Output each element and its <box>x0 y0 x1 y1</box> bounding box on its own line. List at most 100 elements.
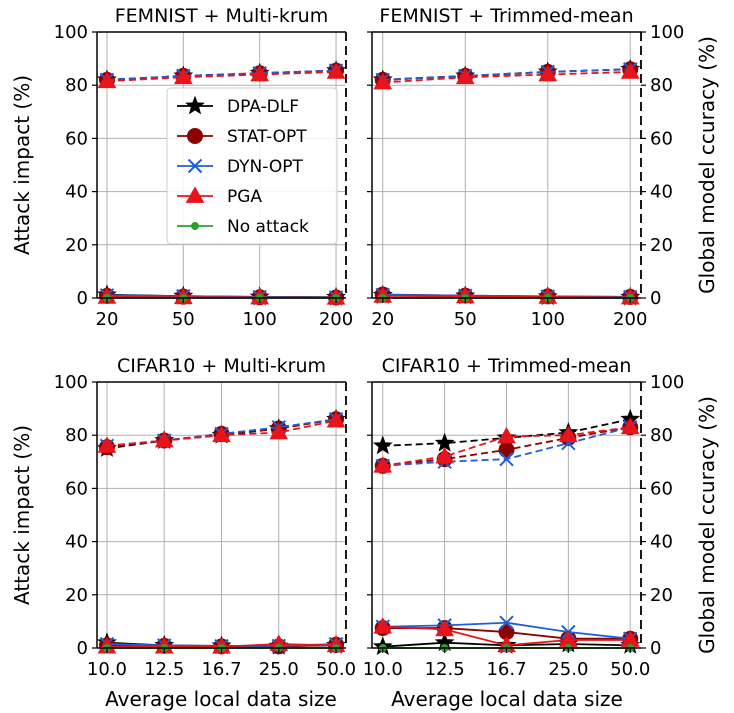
legend-item-stat-opt: STAT-OPT <box>177 127 307 147</box>
panel-cifar10-trimmed-mean: CIFAR10 + Trimmed-mean 0 20 40 60 80 100 10.0 12… <box>363 355 685 680</box>
x-tick-label: 50.0 <box>316 659 356 680</box>
x-axis-label: Average local data size <box>391 687 623 711</box>
accuracy-point <box>326 411 346 428</box>
accuracy-point <box>455 67 475 85</box>
accuracy-series-pga <box>97 411 346 453</box>
legend-label: No attack <box>227 217 309 237</box>
accuracy-point <box>372 435 393 455</box>
gridlines <box>97 381 346 649</box>
y2-tick-label: 80 <box>650 425 673 446</box>
x-tick-label: 20 <box>371 309 394 330</box>
x-tick-label: 20 <box>96 309 119 330</box>
y-tick-label: 60 <box>65 128 88 149</box>
legend-item-no-attack: No attack <box>177 217 309 237</box>
y2-tick-label: 60 <box>650 478 673 499</box>
legend-label: STAT-OPT <box>227 127 307 147</box>
x-tick-label: 25.0 <box>548 659 588 680</box>
legend-marker <box>191 222 199 230</box>
accuracy-point <box>538 65 558 82</box>
panel-title: CIFAR10 + Trimmed-mean <box>382 355 632 377</box>
accuracy-series-pga <box>373 417 640 473</box>
accuracy-series-dyn-opt <box>375 62 638 88</box>
x-axis-label: Average local data size <box>105 687 337 711</box>
legend-item-dyn-opt: DYN-OPT <box>177 157 304 177</box>
accuracy-point <box>173 67 193 85</box>
y2-tick-label: 80 <box>650 75 673 96</box>
y2-tick-label: 0 <box>650 638 661 659</box>
legend-marker <box>187 128 203 144</box>
accuracy-line <box>382 68 631 81</box>
accuracy-point <box>97 71 117 89</box>
accuracy-point <box>620 62 640 79</box>
gridlines <box>372 31 641 299</box>
accuracy-line <box>106 71 337 83</box>
y2-tick-label: 40 <box>650 532 673 553</box>
right-y-axis-label: Global model ccuracy (%) <box>695 396 719 654</box>
x-tick-label: 16.7 <box>486 659 526 680</box>
accuracy-point <box>559 425 578 443</box>
accuracy-point <box>499 451 514 467</box>
y-tick-label: 80 <box>65 425 88 446</box>
right-y-axis-label: Global model ccuracy (%) <box>695 36 719 294</box>
impact-point <box>499 615 514 630</box>
y2-tick-label: 60 <box>650 128 673 149</box>
y2-tick-label: 20 <box>650 235 673 256</box>
y2-tick-label: 20 <box>650 585 673 606</box>
y2-tick-label: 0 <box>650 288 661 309</box>
gridlines <box>372 381 641 649</box>
panel-femnist-trimmed-mean: FEMNIST + Trimmed-mean 0 20 40 60 80 100 20 50 10… <box>367 5 684 330</box>
left-y-axis-label: Attack impact (%) <box>10 75 34 255</box>
x-tick-label: 10.0 <box>363 659 403 680</box>
y-tick-label: 40 <box>65 532 88 553</box>
accuracy-line <box>106 69 337 81</box>
x-tick-label: 50.0 <box>610 659 650 680</box>
y-tick-label: 60 <box>65 478 88 499</box>
x-tick-label: 200 <box>319 309 353 330</box>
legend-label: DPA-DLF <box>227 97 299 117</box>
y-tick-label: 100 <box>54 22 88 43</box>
legend-label: PGA <box>227 187 262 207</box>
legend-marker <box>187 158 203 174</box>
y2-tick-label: 40 <box>650 182 673 203</box>
y-tick-label: 20 <box>65 235 88 256</box>
accuracy-series-pga <box>97 62 346 89</box>
panel-title: FEMNIST + Multi-krum <box>115 5 328 27</box>
accuracy-point <box>97 436 117 453</box>
y2-tick-label: 100 <box>650 372 684 393</box>
accuracy-point <box>497 427 516 444</box>
accuracy-point <box>435 446 454 464</box>
y-tick-label: 100 <box>54 372 88 393</box>
x-tick-label: 25.0 <box>259 659 299 680</box>
panel-cifar10-multi-krum: CIFAR10 + Multi-krum 0 20 40 60 80 100 10.0 12.5… <box>54 355 356 680</box>
accuracy-point <box>269 423 289 440</box>
legend: DPA-DLF STAT-OPT DYN-OPT PGA No attack <box>166 87 338 245</box>
panel-femnist-multi-krum: FEMNIST + Multi-krum 0 20 40 60 80 100 20 50 100 2… <box>54 5 354 330</box>
legend-marker <box>185 95 205 115</box>
x-tick-label: 12.5 <box>144 659 184 680</box>
accuracy-point <box>373 73 393 90</box>
x-tick-label: 100 <box>531 309 565 330</box>
x-tick-label: 12.5 <box>425 659 465 680</box>
x-tick-label: 100 <box>243 309 277 330</box>
panel-title: FEMNIST + Trimmed-mean <box>379 5 633 27</box>
accuracy-point <box>250 65 270 82</box>
y-tick-label: 80 <box>65 75 88 96</box>
legend-marker <box>185 186 205 203</box>
panel-title: CIFAR10 + Multi-krum <box>117 355 326 377</box>
accuracy-point <box>620 417 640 435</box>
legend-item-pga: PGA <box>177 186 262 207</box>
x-tick-label: 50 <box>454 309 477 330</box>
x-tick-label: 16.7 <box>201 659 241 680</box>
y-tick-label: 20 <box>65 585 88 606</box>
accuracy-series-pga <box>373 62 640 90</box>
x-tick-label: 10.0 <box>87 659 127 680</box>
accuracy-point <box>212 425 231 443</box>
y2-tick-label: 100 <box>650 22 684 43</box>
x-tick-label: 50 <box>172 309 195 330</box>
accuracy-point <box>326 62 346 79</box>
accuracy-point <box>373 456 393 473</box>
y-tick-label: 0 <box>77 288 88 309</box>
x-tick-label: 200 <box>613 309 647 330</box>
accuracy-point <box>154 431 174 448</box>
